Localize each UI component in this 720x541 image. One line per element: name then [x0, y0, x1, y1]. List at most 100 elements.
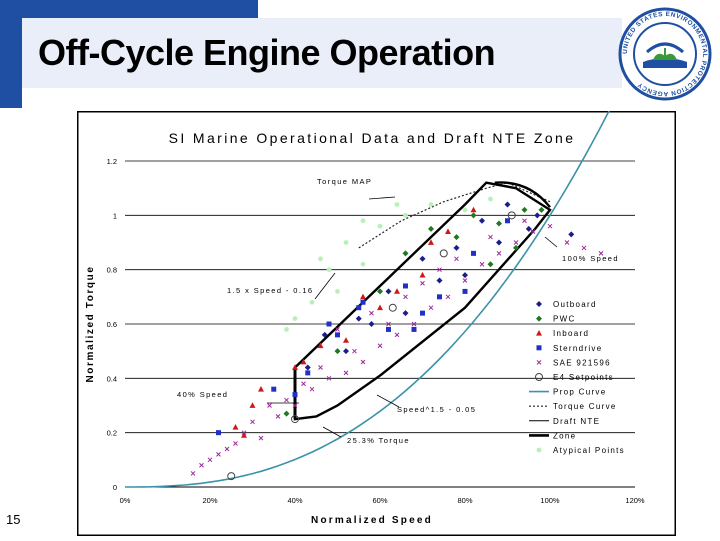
chart-title: SI Marine Operational Data and Draft NTE… — [169, 130, 576, 146]
e4-setpoints-point — [507, 211, 516, 220]
chart-frame: SI Marine Operational Data and Draft NTE… — [76, 109, 677, 537]
sae-921596-point — [522, 218, 527, 224]
outboard-point — [496, 239, 502, 246]
legend-label: Torque Curve — [553, 402, 617, 411]
data-points — [190, 196, 604, 481]
x-tick-label: 40% — [287, 496, 302, 505]
nte-zone-outline — [293, 181, 552, 421]
outboard-point — [355, 315, 362, 322]
sae-921596-point — [318, 365, 323, 370]
sae-921596-point — [530, 229, 536, 234]
atypical-points-point — [335, 289, 340, 294]
legend-label: SAE 921596 — [553, 358, 611, 367]
legend-marker-inboard — [536, 330, 542, 336]
sterndrive-point — [271, 386, 277, 392]
x-axis-label: Normalized Speed — [311, 515, 433, 526]
outboard-point — [368, 321, 375, 327]
annotation-label: Torque MAP — [317, 177, 372, 186]
outboard-point — [462, 272, 468, 279]
inboard-point — [232, 424, 239, 430]
sterndrive-point — [292, 392, 298, 398]
pwc-point — [453, 234, 460, 241]
sae-921596-point — [267, 403, 272, 408]
sae-921596-point — [496, 251, 502, 256]
atypical-points-point — [318, 256, 323, 262]
sae-921596-point — [420, 280, 425, 286]
annotation-label: 100% Speed — [562, 254, 619, 263]
prop-curve-line — [125, 109, 611, 488]
annotations: Torque MAP 100% Speed 1.5 x Speed - 0.16 40… — [177, 177, 619, 445]
pwc-point — [496, 220, 502, 227]
legend-label: Sterndrive — [553, 344, 602, 353]
sae-921596-point — [207, 457, 213, 463]
inboard-point — [258, 386, 264, 392]
outboard-point — [453, 244, 460, 251]
chart-border — [76, 110, 677, 537]
pwc-point — [487, 261, 494, 268]
outboard-point — [385, 288, 392, 295]
curves — [125, 109, 611, 488]
sae-921596-point — [250, 419, 255, 425]
sae-921596-point — [335, 327, 340, 332]
annotation-label: Speed^1.5 - 0.05 — [397, 405, 476, 414]
sae-921596-point — [326, 375, 332, 381]
sterndrive-point — [216, 430, 221, 436]
sae-921596-point — [360, 359, 366, 365]
sae-921596-point — [343, 370, 349, 376]
legend-label: Outboard — [553, 300, 597, 309]
atypical-points-point — [309, 299, 315, 305]
outboard-point — [479, 217, 485, 224]
y-tick-label: 0.8 — [107, 266, 117, 275]
legend-label: Prop Curve — [553, 388, 606, 397]
sterndrive-point — [360, 299, 366, 305]
inboard-point — [428, 239, 434, 245]
outboard-point — [436, 277, 443, 284]
annotation-arrow — [314, 272, 336, 300]
atypical-points-point — [292, 316, 298, 321]
sae-921596-point — [454, 256, 459, 262]
inboard-point — [317, 342, 324, 349]
grid-lines — [125, 160, 635, 488]
sae-921596-point — [241, 430, 247, 436]
sae-921596-point — [199, 462, 204, 468]
pwc-point — [538, 206, 545, 213]
x-tick-label: 60% — [372, 496, 387, 505]
outboard-point — [321, 331, 328, 338]
sae-921596-point — [309, 386, 315, 392]
annotation-label: 1.5 x Speed - 0.16 — [227, 286, 314, 295]
sae-921596-point — [488, 234, 493, 240]
legend-marker-pwc — [536, 315, 542, 322]
e4-setpoints-point — [388, 303, 397, 312]
sterndrive-point — [403, 283, 408, 289]
pwc-point — [334, 348, 341, 355]
annotation-label: 25.3% Torque — [347, 436, 410, 445]
atypical-points-point — [428, 202, 434, 207]
legend: Outboard PWC Inboard Sterndrive SAE 921596 E4… — [529, 300, 624, 455]
sae-921596-point — [445, 294, 451, 300]
epa-logo-icon: UNITED STATES ENVIRONMENTAL PROTECTION A… — [617, 6, 713, 102]
sterndrive-point — [462, 288, 468, 294]
sterndrive-point — [335, 332, 340, 338]
y-tick-label: 0.6 — [107, 320, 117, 329]
pwc-point — [470, 212, 477, 219]
inboard-point — [470, 206, 477, 213]
pwc-point — [402, 250, 409, 257]
sae-921596-point — [428, 305, 434, 311]
sterndrive-point — [386, 326, 391, 332]
header-band-graphic — [0, 0, 720, 108]
inboard-point — [343, 337, 349, 343]
x-tick-label: 20% — [202, 496, 217, 505]
outboard-point — [343, 348, 349, 355]
tick-labels: 0 0.2 0.4 0.6 0.8 1 1.2 0% 20% 40% 60% 80% 100% 120% — [107, 157, 645, 505]
legend-marker-atypical-points — [536, 447, 542, 453]
sae-921596-point — [233, 441, 238, 446]
inboard-point — [394, 288, 400, 294]
sae-921596-point — [581, 245, 587, 251]
sae-921596-point — [258, 435, 264, 441]
band-left — [0, 18, 22, 108]
outboard-point — [525, 225, 532, 232]
header-band — [0, 0, 720, 108]
legend-label: E4 Setpoints — [553, 373, 614, 382]
annotation-arrow — [376, 394, 400, 408]
annotation-arrow — [322, 426, 342, 438]
